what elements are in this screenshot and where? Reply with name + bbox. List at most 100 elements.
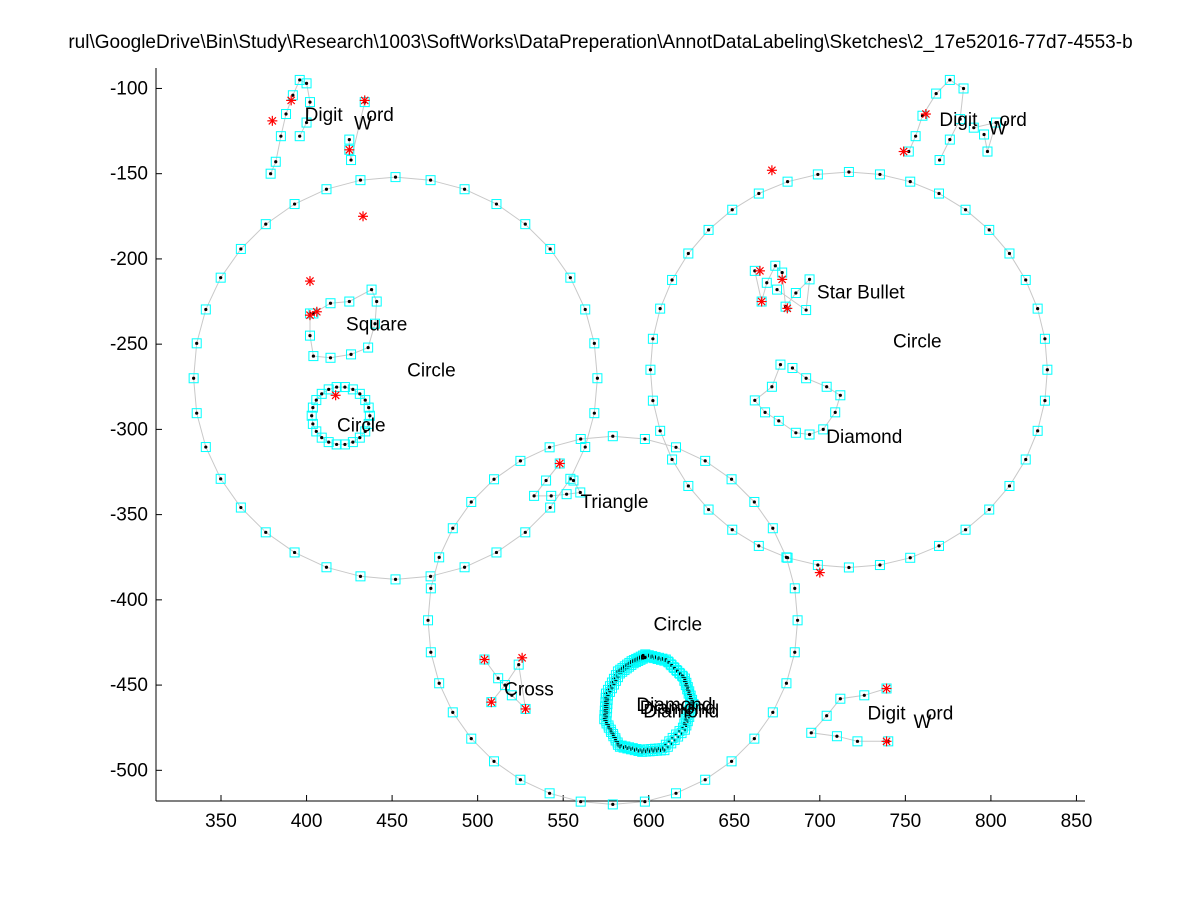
corner-stroke	[480, 655, 489, 664]
sample-point	[349, 352, 353, 356]
sample-marker-box	[662, 656, 673, 667]
sample-marker-box	[1004, 248, 1015, 259]
sample-point	[771, 526, 775, 530]
x-tick-label: 750	[890, 811, 922, 832]
sample-marker-box	[363, 418, 374, 429]
corner-point	[358, 211, 369, 222]
sample-point	[308, 334, 312, 338]
sample-marker-box	[780, 301, 791, 312]
sample-point	[451, 526, 455, 530]
sample-marker-box	[592, 373, 603, 384]
sample-marker-box	[749, 395, 760, 406]
sample-marker-box	[638, 650, 649, 661]
sample-marker-box	[344, 134, 355, 145]
sample-point	[592, 411, 596, 415]
sample-point	[847, 170, 851, 174]
sample-point	[544, 478, 548, 483]
corner-stroke	[487, 698, 496, 707]
sample-marker-box	[700, 774, 711, 785]
sample-point	[643, 800, 647, 804]
sample-point	[469, 737, 473, 741]
sample-marker-box	[339, 382, 350, 393]
sample-point	[835, 734, 839, 738]
sample-marker-box	[321, 562, 332, 573]
sample-marker-box	[425, 571, 436, 582]
sample-marker-box	[466, 733, 477, 744]
sample-point	[937, 544, 941, 548]
sample-point	[804, 376, 808, 380]
sample-point	[503, 683, 507, 687]
sample-point	[908, 180, 912, 184]
sample-marker-box	[544, 442, 555, 453]
corner-stroke	[305, 311, 315, 320]
sample-point	[914, 134, 918, 138]
sample-point	[518, 459, 523, 463]
sample-marker-box	[308, 351, 319, 362]
sample-marker-box	[355, 175, 366, 186]
sample-point	[784, 555, 789, 559]
sample-marker-box	[289, 199, 300, 210]
x-tick-label: 600	[633, 811, 665, 832]
corner-stroke	[358, 212, 368, 221]
corner-point	[814, 567, 825, 578]
sample-marker-box	[580, 304, 591, 315]
sample-point	[1007, 484, 1012, 488]
sample-marker-box	[781, 678, 792, 689]
sample-point	[686, 484, 690, 488]
sample-marker-box	[425, 175, 436, 186]
sample-marker-box	[434, 678, 445, 689]
sample-point	[328, 301, 333, 305]
sample-point	[298, 78, 302, 82]
sample-point	[437, 555, 441, 559]
sample-point	[752, 737, 756, 741]
sample-marker-box	[447, 523, 458, 534]
sample-point	[838, 393, 842, 397]
sample-point	[292, 550, 297, 555]
sample-point	[363, 398, 367, 402]
x-tick-label: 500	[462, 811, 494, 832]
sample-point	[651, 337, 655, 341]
sample-point	[961, 86, 966, 91]
sample-point	[963, 208, 968, 212]
sample-point	[366, 345, 370, 350]
sample-point	[658, 429, 662, 433]
y-tick-label: -500	[110, 760, 148, 781]
sample-point	[878, 172, 882, 177]
sample-point	[219, 477, 223, 481]
sample-point	[327, 387, 331, 391]
sample-point	[192, 376, 196, 380]
sample-point	[785, 180, 790, 184]
sample-marker-box	[304, 97, 315, 108]
sample-point	[757, 544, 761, 548]
sample-point	[314, 429, 318, 434]
sample-point	[670, 457, 674, 462]
sample-marker-box	[235, 243, 246, 254]
sample-marker-box	[767, 523, 778, 534]
sample-point	[492, 759, 496, 763]
sample-marker-box	[753, 540, 764, 551]
sample-marker-box	[639, 796, 650, 807]
sample-marker-box	[355, 571, 366, 582]
x-tick-label: 350	[205, 811, 237, 832]
corner-point	[517, 652, 528, 663]
sample-marker-box	[852, 736, 863, 747]
sample-point	[648, 368, 653, 372]
sample-point	[583, 307, 587, 312]
sample-marker-box	[812, 169, 823, 180]
sample-point	[985, 149, 990, 154]
sample-point	[674, 445, 678, 449]
sample-marker-box	[843, 562, 854, 573]
sample-marker-box	[604, 681, 615, 692]
sample-point	[948, 137, 952, 142]
sample-marker-box	[772, 284, 783, 295]
sample-point	[825, 385, 829, 389]
sample-point	[794, 431, 798, 435]
sample-marker-box	[670, 788, 681, 799]
sample-point	[195, 341, 199, 345]
sample-point	[274, 160, 278, 164]
sample-marker-box	[466, 496, 477, 507]
sample-marker-box	[515, 774, 526, 785]
sample-marker-box	[301, 117, 312, 128]
sample-marker-box	[301, 78, 312, 89]
shape-label: Star Bullet	[817, 282, 905, 303]
